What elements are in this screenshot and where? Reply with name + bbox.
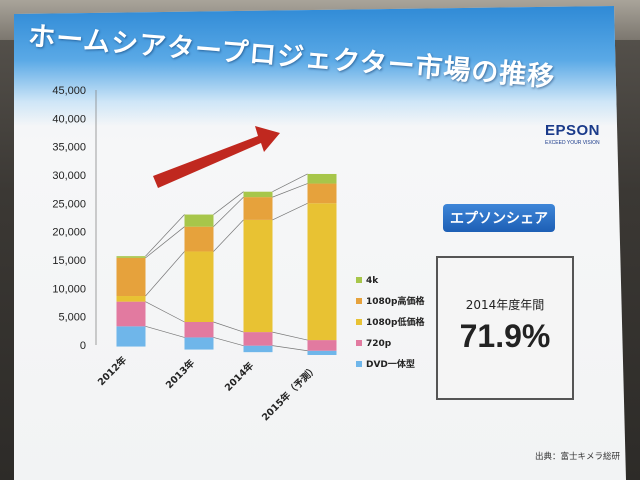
- bar-segment: [243, 191, 273, 198]
- bar-segment: [116, 301, 146, 327]
- bar-segment: [243, 332, 273, 346]
- connector-line: [145, 326, 185, 338]
- x-tick-label: 2015年（予測）: [259, 363, 320, 424]
- y-tick-label: 10,000: [52, 283, 86, 295]
- trend-arrow: [153, 126, 280, 188]
- connector-line: [145, 226, 185, 259]
- connector-line: [272, 331, 308, 341]
- x-axis: 2012年 2013年 2014年 2015年（予測）: [95, 354, 320, 424]
- bar-segment: [184, 337, 214, 350]
- legend-label: 4k: [366, 276, 379, 286]
- y-tick-label: 0: [80, 340, 86, 352]
- connector-line: [272, 345, 308, 352]
- bars: [116, 173, 337, 355]
- legend: 4k 1080p高価格 1080p低価格 720p DVD一体型: [356, 276, 425, 370]
- projection-screen: [14, 6, 626, 480]
- y-tick-label: 45,000: [52, 85, 86, 97]
- legend-swatch: [356, 298, 362, 304]
- bar-segment: [243, 197, 273, 220]
- logo-tagline: EXCEED YOUR VISION: [545, 140, 600, 146]
- trend-arrow-icon: [153, 126, 280, 188]
- share-label: エプソンシェア: [443, 204, 555, 232]
- connector-line: [145, 251, 185, 297]
- x-tick-label: 2014年: [222, 359, 256, 393]
- bar-segment: [307, 183, 337, 204]
- legend-swatch: [356, 361, 362, 367]
- bar-segment: [116, 296, 146, 302]
- legend-swatch: [356, 319, 362, 325]
- bar-segment: [184, 251, 214, 322]
- connector-line: [213, 219, 244, 252]
- y-tick-label: 35,000: [52, 142, 86, 154]
- connector-line: [213, 191, 244, 215]
- bar-segment: [184, 321, 214, 338]
- share-value: 71.9%: [459, 318, 551, 354]
- connector-lines: [145, 173, 308, 352]
- bar-segment: [243, 219, 273, 333]
- connector-line: [145, 214, 185, 257]
- bar-segment: [116, 256, 146, 258]
- title-bar: [14, 6, 626, 126]
- bar-segment: [307, 350, 337, 355]
- logo-name: EPSON: [545, 122, 601, 139]
- bar-segment: [184, 214, 214, 227]
- y-tick-label: 20,000: [52, 227, 86, 239]
- legend-label: 1080p高価格: [366, 295, 425, 307]
- share-box: 2014年度年間 71.9%: [436, 256, 574, 400]
- x-tick-label: 2012年: [95, 354, 129, 388]
- y-tick-label: 30,000: [52, 170, 86, 182]
- connector-line: [272, 183, 308, 198]
- bar-segment: [116, 326, 146, 347]
- bar-segment: [243, 345, 273, 353]
- connector-line: [272, 202, 308, 221]
- bar-segment: [307, 203, 337, 341]
- legend-swatch: [356, 277, 362, 283]
- legend-label: DVD一体型: [366, 358, 415, 370]
- legend-label: 1080p低価格: [366, 316, 425, 328]
- connector-line: [272, 173, 308, 193]
- legend-label: 720p: [366, 339, 392, 349]
- bar-segment: [116, 257, 146, 297]
- y-tick-label: 25,000: [52, 198, 86, 210]
- y-tick-label: 5,000: [58, 312, 86, 324]
- connector-line: [213, 337, 244, 346]
- connector-line: [213, 196, 244, 227]
- y-tick-label: 40,000: [52, 113, 86, 125]
- share-period: 2014年度年間: [465, 298, 545, 312]
- y-axis: 0 5,000 10,000 15,000 20,000 25,000 30,000 35,0…: [52, 85, 97, 352]
- bar-segment: [307, 340, 337, 351]
- epson-logo: EPSON EXCEED YOUR VISION: [545, 122, 605, 146]
- legend-swatch: [356, 340, 362, 346]
- bar-segment: [307, 173, 337, 184]
- connector-line: [145, 301, 185, 323]
- y-tick-label: 15,000: [52, 255, 86, 267]
- x-tick-label: 2013年: [163, 357, 197, 391]
- source-note: 出典：富士キメラ総研: [535, 452, 621, 462]
- connector-line: [213, 321, 244, 333]
- bar-segment: [184, 226, 214, 252]
